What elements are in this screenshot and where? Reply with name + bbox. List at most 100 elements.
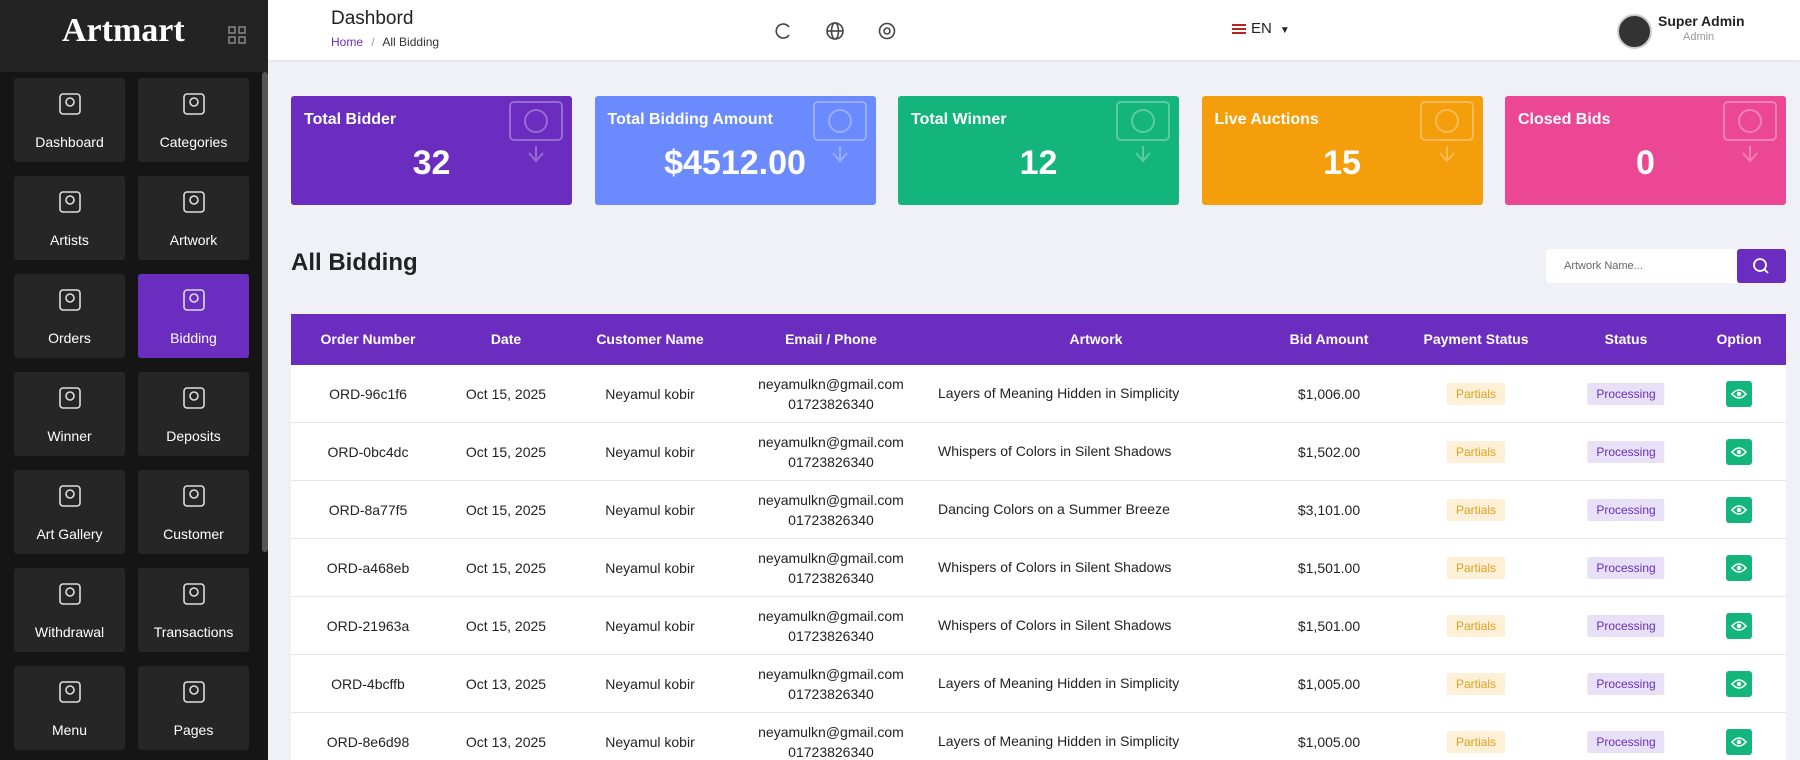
header: Dashbord Home / All Bidding EN ▼ Super Ad… (268, 0, 1800, 60)
user-name: Super Admin (1658, 13, 1745, 29)
email: neyamulkn@gmail.com (758, 724, 904, 740)
bid-amount: $1,501.00 (1297, 560, 1361, 576)
card-icon (1723, 101, 1777, 163)
menu-item[interactable]: Artwork (138, 176, 249, 260)
payment-status: Partials (1446, 383, 1506, 405)
menu-icon (183, 191, 205, 213)
artwork: Dancing Colors on a Summer Breeze (938, 501, 1170, 517)
menu-item[interactable]: Art Gallery (14, 470, 125, 554)
row-divider (291, 596, 1786, 597)
card-icon (1116, 101, 1170, 163)
stat-label: Closed Bids (1518, 111, 1611, 128)
language-selector[interactable]: EN ▼ (1232, 20, 1290, 37)
artwork: Whispers of Colors in Silent Shadows (938, 617, 1172, 633)
menu-item[interactable]: Orders (14, 274, 125, 358)
search-placeholder: Artwork Name... (1564, 260, 1643, 272)
menu-label: Art Gallery (36, 526, 103, 542)
globe-icon[interactable] (826, 22, 844, 40)
menu-item[interactable]: Transactions (138, 568, 249, 652)
menu-item[interactable]: Customer (138, 470, 249, 554)
stat-card: Live Auctions 15 (1201, 96, 1483, 205)
menu-icon (59, 93, 81, 115)
payment-status: Partials (1446, 441, 1506, 463)
scrollbar (262, 72, 268, 552)
menu-label: Transactions (153, 624, 234, 640)
bid-amount: $1,005.00 (1297, 734, 1361, 750)
stat-value: $4512.00 (664, 144, 806, 182)
status: Processing (1587, 383, 1665, 405)
order-number: ORD-8e6d98 (326, 734, 410, 750)
view-button[interactable] (1726, 555, 1752, 581)
column-header: Option (1716, 331, 1762, 347)
card-icon (812, 101, 867, 163)
page-title: Dashbord (331, 8, 414, 29)
artwork: Layers of Meaning Hidden in Simplicity (938, 733, 1180, 749)
bid-amount: $1,005.00 (1297, 676, 1361, 692)
menu-icon (59, 485, 81, 507)
search-button[interactable] (1737, 249, 1786, 283)
phone: 01723826340 (788, 396, 874, 412)
breadcrumb-link[interactable]: Home (331, 35, 364, 49)
date: Oct 15, 2025 (465, 444, 547, 460)
card-icon (509, 101, 563, 163)
menu-item[interactable]: Withdrawal (14, 568, 125, 652)
bidding-table: Order Number Date Customer Name Email / Pho… (291, 314, 1786, 760)
menu-item[interactable]: Winner (14, 372, 125, 456)
customer-name: Neyamul kobir (605, 444, 695, 460)
phone: 01723826340 (788, 744, 874, 760)
customer-name: Neyamul kobir (605, 560, 695, 576)
menu-item[interactable]: Artists (14, 176, 125, 260)
date: Oct 13, 2025 (465, 676, 547, 692)
eye-icon (1730, 563, 1748, 573)
row-divider (291, 422, 1786, 423)
order-number: ORD-0bc4dc (327, 444, 409, 460)
search-input[interactable]: Artwork Name... (1546, 249, 1737, 283)
card-icon (1419, 101, 1474, 163)
view-button[interactable] (1726, 439, 1752, 465)
bid-amount: $1,006.00 (1297, 386, 1361, 402)
menu-item[interactable]: Pages (138, 666, 249, 750)
settings-icon[interactable] (878, 22, 896, 40)
menu-icon (183, 681, 205, 703)
stat-value: 32 (412, 144, 451, 182)
menu-label: Withdrawal (34, 624, 105, 640)
email: neyamulkn@gmail.com (758, 550, 904, 566)
menu-label: Deposits (166, 428, 221, 444)
view-button[interactable] (1726, 729, 1752, 755)
stat-value: 0 (1636, 144, 1655, 182)
menu-item[interactable]: Categories (138, 78, 249, 162)
row-divider (291, 538, 1786, 539)
stat-label: Total Bidder (304, 111, 397, 128)
refresh-icon[interactable] (775, 23, 790, 39)
eye-icon (1730, 505, 1748, 515)
eye-icon (1730, 447, 1748, 457)
menu-item[interactable]: Bidding (138, 274, 249, 358)
view-button[interactable] (1726, 671, 1752, 697)
bid-amount: $1,502.00 (1297, 444, 1361, 460)
artwork: Whispers of Colors in Silent Shadows (938, 559, 1172, 575)
payment-status: Partials (1446, 615, 1506, 637)
menu-item[interactable]: Deposits (138, 372, 249, 456)
menu-label: Menu (51, 722, 88, 738)
column-header: Email / Phone (785, 331, 877, 347)
menu-label: Artists (50, 232, 89, 248)
grid-toggle[interactable] (228, 26, 246, 44)
email: neyamulkn@gmail.com (758, 376, 904, 392)
menu-icon (183, 93, 205, 115)
payment-status: Partials (1446, 673, 1506, 695)
menu-item[interactable]: Menu (14, 666, 125, 750)
payment-status: Partials (1446, 499, 1506, 521)
customer-name: Neyamul kobir (605, 618, 695, 634)
view-button[interactable] (1726, 381, 1752, 407)
eye-icon (1730, 679, 1748, 689)
phone: 01723826340 (788, 686, 874, 702)
avatar[interactable] (1617, 14, 1652, 49)
column-header: Customer Name (596, 331, 704, 347)
menu-item[interactable]: Dashboard (14, 78, 125, 162)
table-header (291, 314, 1786, 365)
menu-label: Customer (163, 526, 224, 542)
sidebar: Artmart Dashboard Categories Artists Artwor… (0, 0, 268, 760)
view-button[interactable] (1726, 497, 1752, 523)
view-button[interactable] (1726, 613, 1752, 639)
menu-icon (183, 289, 205, 311)
